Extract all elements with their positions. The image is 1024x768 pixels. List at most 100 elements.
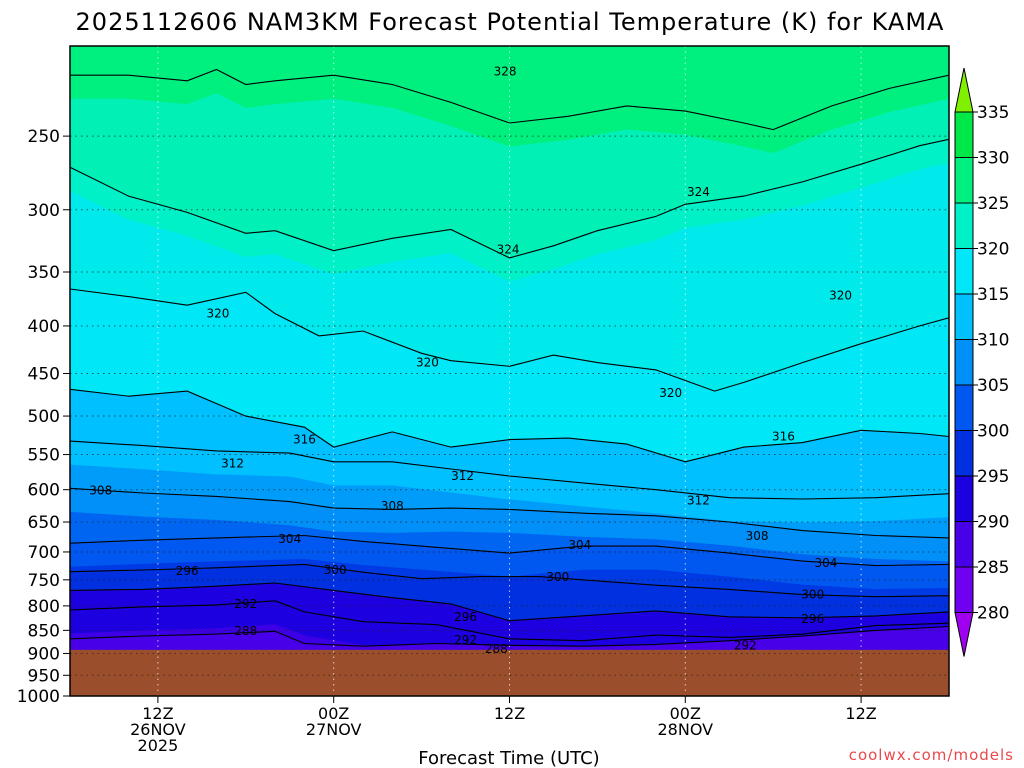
contour-label-320: 320: [659, 386, 682, 400]
contour-label-292: 292: [234, 597, 257, 611]
contour-lines: [70, 68, 949, 647]
y-tick-label-700: 700: [28, 543, 60, 563]
x-tick-label-6-2: 2025: [138, 736, 179, 755]
contour-label-320: 320: [829, 289, 852, 303]
contour-label-296: 296: [176, 564, 199, 578]
y-tick-label-350: 350: [28, 263, 60, 283]
y-tick-label-650: 650: [28, 513, 60, 533]
colorbar-label-330: 330: [977, 149, 1009, 169]
contour-label-324: 324: [497, 242, 520, 256]
x-tick-label-42-1: 28NOV: [658, 720, 714, 739]
colorbar-swatch-1: [954, 566, 974, 613]
colorbar-swatch-8: [954, 248, 974, 295]
y-tick-label-500: 500: [28, 407, 60, 427]
contour-label-304: 304: [278, 532, 301, 546]
contour-320: [70, 288, 949, 392]
contour-label-308: 308: [89, 483, 112, 497]
colorbar-swatch-11: [954, 111, 974, 158]
contour-label-328: 328: [494, 64, 517, 78]
y-tick-label-550: 550: [28, 446, 60, 466]
contour-label-288: 288: [485, 642, 508, 656]
contour-label-300: 300: [324, 563, 347, 577]
x-tick-label-42-0: 00Z: [670, 704, 701, 723]
y-tick-label-600: 600: [28, 481, 60, 501]
contour-label-312: 312: [451, 469, 474, 483]
colorbar-swatch-5: [954, 384, 974, 431]
colorbar-swatch-4: [954, 430, 974, 477]
colorbar-label-335: 335: [977, 103, 1009, 123]
colorbar-label-325: 325: [977, 194, 1009, 214]
colorbar-label-310: 310: [977, 331, 1009, 351]
x-tick-label-30-0: 12Z: [494, 704, 525, 723]
colorbar-swatch-9: [954, 202, 974, 249]
y-tick-label-850: 850: [28, 621, 60, 641]
y-tick-label-950: 950: [28, 666, 60, 686]
y-axis: 250 300 350 400 450 500 550 600 650 700 750 800 850 9…: [17, 127, 70, 707]
colorbar-top-arrow: [954, 67, 974, 113]
contour-label-288: 288: [234, 624, 257, 638]
x-axis-title: Forecast Time (UTC): [418, 748, 599, 768]
contour-label-316: 316: [772, 430, 795, 444]
colorbar-swatch-6: [954, 339, 974, 386]
x-tick-label-6-1: 26NOV: [130, 720, 186, 739]
y-tick-label-1000: 1000: [17, 687, 60, 707]
colorbar-swatch-7: [954, 293, 974, 340]
contour-label-308: 308: [746, 529, 769, 543]
contour-label-324: 324: [687, 185, 710, 199]
contour-316: [70, 388, 949, 463]
y-tick-label-900: 900: [28, 644, 60, 664]
contour-288: [70, 625, 949, 647]
grid-lines: [70, 46, 949, 696]
contour-304: [70, 534, 949, 567]
contour-label-304: 304: [568, 538, 591, 552]
colorbar-label-280: 280: [977, 604, 1009, 624]
contour-324: [70, 138, 949, 259]
contour-label-312: 312: [687, 493, 710, 507]
contour-328: [70, 68, 949, 131]
y-tick-label-800: 800: [28, 597, 60, 617]
y-tick-label-450: 450: [28, 365, 60, 385]
contour-labels: 328 324 324 320 320 320 320 316 316 312 312 312 308 3…: [89, 64, 852, 656]
x-tick-label-54-0: 12Z: [845, 704, 876, 723]
colorbar-label-295: 295: [977, 467, 1009, 487]
contour-label-292: 292: [734, 638, 757, 652]
y-tick-label-250: 250: [28, 127, 60, 147]
contour-308: [70, 487, 949, 539]
y-tick-label-750: 750: [28, 571, 60, 591]
contour-292: [70, 600, 949, 642]
contour-label-320: 320: [207, 307, 230, 321]
contour-label-304: 304: [814, 556, 837, 570]
colorbar-swatch-2: [954, 521, 974, 568]
contour-296: [70, 582, 949, 622]
x-tick-label-18-1: 27NOV: [306, 720, 362, 739]
chart-title: 2025112606 NAM3KM Forecast Potential Tem…: [76, 8, 945, 36]
colorbar-label-305: 305: [977, 376, 1009, 396]
colorbar-label-320: 320: [977, 240, 1009, 260]
filled-bands: [70, 69, 949, 696]
contour-label-316: 316: [293, 433, 316, 447]
contour-label-300: 300: [546, 570, 569, 584]
colorbar-bottom-arrow: [954, 612, 974, 657]
contour-300: [70, 563, 949, 598]
colorbar: 280 285 290 295 300 305 310 315 320 325 330 335: [954, 67, 1009, 657]
colorbar-swatch-10: [954, 157, 974, 204]
contour-label-308: 308: [381, 499, 404, 513]
contour-312: [70, 440, 949, 500]
colorbar-label-290: 290: [977, 513, 1009, 533]
contour-label-312: 312: [221, 456, 244, 470]
contour-label-296: 296: [801, 612, 824, 626]
contour-label-292: 292: [454, 633, 477, 647]
contour-label-296: 296: [454, 610, 477, 624]
contour-label-320: 320: [416, 356, 439, 370]
plot-area: 328 324 324 320 320 320 320 316 316 312 312 312 308 3…: [69, 45, 950, 697]
colorbar-label-315: 315: [977, 285, 1009, 305]
y-tick-label-400: 400: [28, 317, 60, 337]
colorbar-label-300: 300: [977, 422, 1009, 442]
y-tick-label-300: 300: [28, 201, 60, 221]
colorbar-swatch-3: [954, 475, 974, 522]
credit-text: coolwx.com/models: [849, 746, 1014, 764]
contour-label-300: 300: [801, 588, 824, 602]
x-tick-label-18-0: 00Z: [318, 704, 349, 723]
